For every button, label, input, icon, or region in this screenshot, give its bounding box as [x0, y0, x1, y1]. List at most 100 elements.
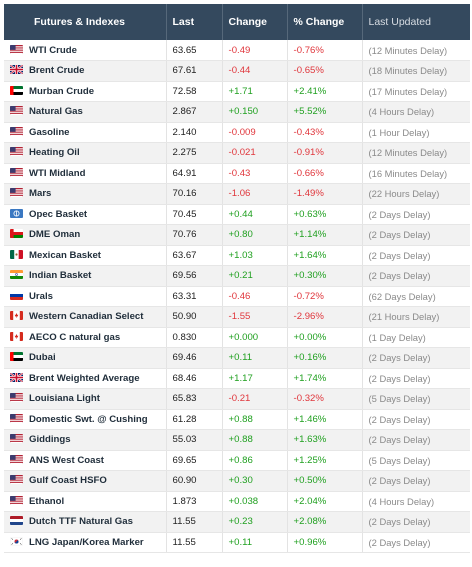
row-name-cell[interactable]: Gulf Coast HSFO — [4, 470, 167, 492]
row-change: +0.30 — [222, 470, 288, 492]
table-row[interactable]: Heating Oil 2.275 -0.021 -0.91% (12 Minutes … — [4, 142, 470, 164]
row-name-cell[interactable]: Indian Basket — [4, 265, 167, 287]
table-row[interactable]: Brent Weighted Average 68.46 +1.17 +1.74% (2… — [4, 368, 470, 389]
row-name[interactable]: Western Canadian Select — [29, 311, 144, 323]
row-name-cell[interactable]: Mars — [4, 183, 167, 205]
row-name[interactable]: Dubai — [29, 352, 56, 364]
row-name[interactable]: Mexican Basket — [29, 249, 101, 261]
table-row[interactable]: WTI Midland 64.91 -0.43 -0.66% (16 Minutes D… — [4, 163, 470, 184]
row-last: 63.31 — [166, 286, 223, 307]
row-name[interactable]: Ethanol — [29, 495, 65, 507]
row-name[interactable]: Natural Gas — [29, 106, 83, 118]
row-name[interactable]: Louisiana Light — [29, 393, 100, 405]
row-last: 60.90 — [166, 470, 223, 492]
row-name-cell[interactable]: Giddings — [4, 429, 167, 451]
table-row[interactable]: WTI Crude 63.65 -0.49 -0.76% (12 Minutes Del… — [4, 40, 470, 61]
table-row[interactable]: Louisiana Light 65.83 -0.21 -0.32% (5 Days D… — [4, 388, 470, 410]
row-name-cell[interactable]: Urals — [4, 286, 167, 307]
table-row[interactable]: Dutch TTF Natural Gas 11.55 +0.23 +2.08% (2 … — [4, 511, 470, 533]
table-row[interactable]: Urals 63.31 -0.46 -0.72% (62 Days Delay) — [4, 286, 470, 307]
row-name-cell[interactable]: Murban Crude — [4, 81, 167, 102]
row-last: 2.140 — [166, 122, 223, 143]
row-name[interactable]: AECO C natural gas — [29, 331, 121, 343]
row-name[interactable]: Domestic Swt. @ Cushing — [29, 413, 148, 425]
row-last-updated: (2 Days Delay) — [362, 429, 470, 451]
futures-table: Futures & Indexes Last Change % Change L… — [4, 4, 470, 553]
row-name[interactable]: Murban Crude — [29, 85, 95, 97]
row-name-cell[interactable]: Western Canadian Select — [4, 306, 167, 328]
row-change: +0.21 — [222, 265, 288, 287]
row-name-cell[interactable]: Heating Oil — [4, 142, 167, 164]
row-name[interactable]: Dutch TTF Natural Gas — [29, 516, 133, 528]
row-name-cell[interactable]: AECO C natural gas — [4, 327, 167, 348]
header-name[interactable]: Futures & Indexes — [4, 4, 167, 40]
header-pct-change[interactable]: % Change — [287, 4, 363, 40]
table-row[interactable]: Gulf Coast HSFO 60.90 +0.30 +0.50% (2 Days D… — [4, 470, 470, 492]
table-row[interactable]: Mexican Basket 63.67 +1.03 +1.64% (2 Days De… — [4, 245, 470, 266]
row-name[interactable]: LNG Japan/Korea Marker — [29, 536, 144, 548]
table-row[interactable]: DME Oman 70.76 +0.80 +1.14% (2 Days Delay) — [4, 224, 470, 246]
row-pct-change: +1.64% — [287, 245, 363, 266]
row-name[interactable]: Mars — [29, 188, 52, 200]
row-name[interactable]: ANS West Coast — [29, 454, 104, 466]
row-name[interactable]: Brent Crude — [29, 65, 85, 77]
row-name-cell[interactable]: Louisiana Light — [4, 388, 167, 410]
row-name[interactable]: Urals — [29, 290, 53, 302]
table-row[interactable]: Mars 70.16 -1.06 -1.49% (22 Hours Delay) — [4, 183, 470, 205]
table-row[interactable]: Natural Gas 2.867 +0.150 +5.52% (4 Hours Del… — [4, 101, 470, 123]
row-name-cell[interactable]: LNG Japan/Korea Marker — [4, 532, 167, 553]
row-change: +1.71 — [222, 81, 288, 102]
table-row[interactable]: Gasoline 2.140 -0.009 -0.43% (1 Hour Delay) — [4, 122, 470, 143]
row-name-cell[interactable]: WTI Midland — [4, 163, 167, 184]
row-name[interactable]: Gasoline — [29, 126, 70, 138]
row-name-cell[interactable]: Gasoline — [4, 122, 167, 143]
nl-flag-icon — [10, 516, 23, 526]
table-row[interactable]: Ethanol 1.873 +0.038 +2.04% (4 Hours Delay) — [4, 491, 470, 512]
row-last: 69.46 — [166, 347, 223, 369]
row-name-cell[interactable]: Dubai — [4, 347, 167, 369]
table-row[interactable]: Indian Basket 69.56 +0.21 +0.30% (2 Days Del… — [4, 265, 470, 287]
table-row[interactable]: LNG Japan/Korea Marker 11.55 +0.11 +0.96% (2… — [4, 532, 470, 553]
row-name-cell[interactable]: ANS West Coast — [4, 450, 167, 471]
row-name-cell[interactable]: Ethanol — [4, 491, 167, 512]
row-last: 70.45 — [166, 204, 223, 225]
header-last-updated[interactable]: Last Updated — [368, 16, 431, 28]
header-change[interactable]: Change — [222, 4, 288, 40]
table-row[interactable]: Brent Crude 67.61 -0.44 -0.65% (18 Minutes D… — [4, 60, 470, 82]
table-row[interactable]: Western Canadian Select 50.90 -1.55 -2.96%(… — [4, 306, 470, 328]
row-name[interactable]: WTI Midland — [29, 167, 86, 179]
row-name[interactable]: Giddings — [29, 434, 71, 446]
us-flag-icon — [10, 147, 23, 157]
row-last: 63.65 — [166, 40, 223, 61]
table-row[interactable]: Opec Basket 70.45 +0.44 +0.63% (2 Days Delay… — [4, 204, 470, 225]
table-row[interactable]: Domestic Swt. @ Cushing 61.28 +0.88 +1.46%(… — [4, 409, 470, 430]
table-row[interactable]: Murban Crude 72.58 +1.71 +2.41% (17 Minutes … — [4, 81, 470, 102]
table-row[interactable]: ANS West Coast 69.65 +0.86 +1.25% (5 Days De… — [4, 450, 470, 471]
row-name-cell[interactable]: Brent Weighted Average — [4, 368, 167, 389]
row-name-cell[interactable]: Brent Crude — [4, 60, 167, 82]
row-name[interactable]: DME Oman — [29, 229, 81, 241]
om-flag-icon — [10, 229, 23, 239]
row-last: 72.58 — [166, 81, 223, 102]
row-name-cell[interactable]: WTI Crude — [4, 40, 167, 61]
row-name-cell[interactable]: Natural Gas — [4, 101, 167, 123]
row-name-cell[interactable]: Mexican Basket — [4, 245, 167, 266]
row-name[interactable]: WTI Crude — [29, 44, 77, 56]
row-change: -0.44 — [222, 60, 288, 82]
us-flag-icon — [10, 126, 23, 136]
row-name[interactable]: Gulf Coast HSFO — [29, 475, 107, 487]
row-name-cell[interactable]: DME Oman — [4, 224, 167, 246]
row-name[interactable]: Brent Weighted Average — [29, 372, 140, 384]
row-name-cell[interactable]: Domestic Swt. @ Cushing — [4, 409, 167, 430]
table-row[interactable]: AECO C natural gas 0.830 +0.000 +0.00% (1 Da… — [4, 327, 470, 348]
ru-flag-icon — [10, 290, 23, 300]
row-name[interactable]: Heating Oil — [29, 147, 80, 159]
row-name[interactable]: Opec Basket — [29, 208, 88, 220]
table-row[interactable]: Giddings 55.03 +0.88 +1.63% (2 Days Delay) — [4, 429, 470, 451]
header-last[interactable]: Last — [166, 4, 223, 40]
row-name[interactable]: Indian Basket — [29, 270, 92, 282]
table-row[interactable]: Dubai 69.46 +0.11 +0.16% (2 Days Delay) — [4, 347, 470, 369]
row-name-cell[interactable]: Dutch TTF Natural Gas — [4, 511, 167, 533]
row-name-cell[interactable]: Opec Basket — [4, 204, 167, 225]
row-pct-change: -2.96% — [287, 306, 363, 328]
